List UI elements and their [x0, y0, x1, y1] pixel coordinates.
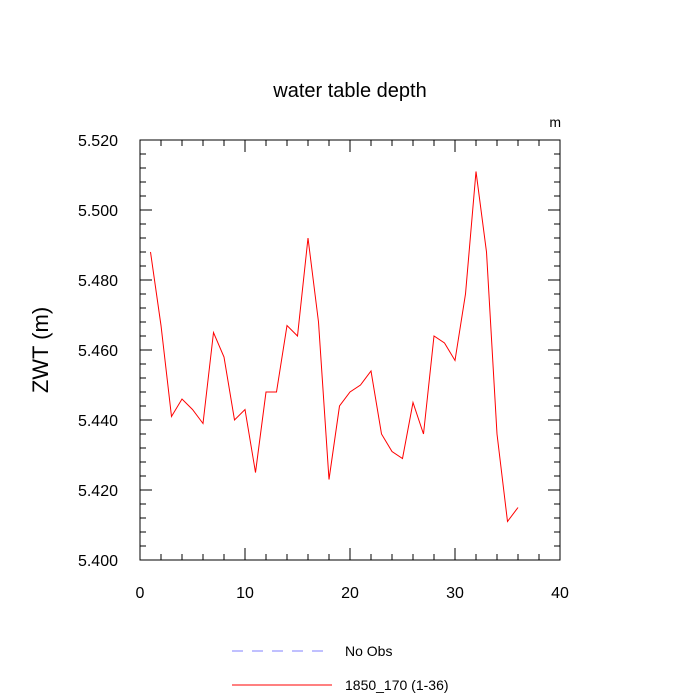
- series-line-1850-170: [150, 171, 519, 523]
- x-tick-label: 0: [136, 585, 145, 602]
- x-tick-label: 40: [551, 585, 569, 602]
- plot-frame: [139, 139, 561, 561]
- x-tick-label: 20: [341, 585, 359, 602]
- series-lines: [150, 171, 519, 523]
- y-tick-label: 5.440: [78, 413, 118, 430]
- y-tick-label: 5.500: [78, 203, 118, 220]
- x-tick-label: 30: [446, 585, 464, 602]
- legend-label-no-obs: No Obs: [345, 643, 392, 659]
- y-tick-label: 5.480: [78, 273, 118, 290]
- axis-ticks: [139, 139, 561, 561]
- y-axis-label: ZWT (m): [28, 307, 53, 393]
- legend-label-1850-170: 1850_170 (1-36): [345, 677, 449, 693]
- y-tick-label: 5.420: [78, 483, 118, 500]
- axis-tick-labels: 0 10 20 30 40 5.400 5.420 5.440 5.460 5.480 5.500 5…: [78, 133, 569, 602]
- chart-title: water table depth: [272, 80, 426, 102]
- legend: No Obs 1850_170 (1-36): [232, 643, 449, 693]
- x-tick-label: 10: [236, 585, 254, 602]
- y-tick-label: 5.520: [78, 133, 118, 150]
- units-label: m: [549, 114, 561, 130]
- y-tick-label: 5.460: [78, 343, 118, 360]
- y-tick-label: 5.400: [78, 553, 118, 570]
